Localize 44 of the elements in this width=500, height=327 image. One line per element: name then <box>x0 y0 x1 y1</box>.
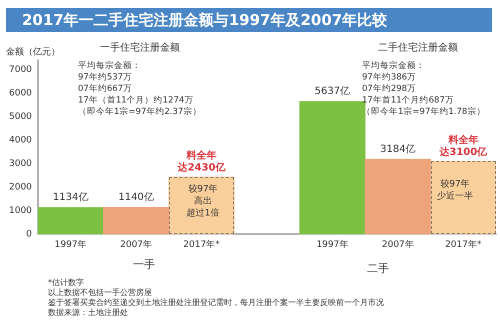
annotation: 17年（首11个月）约1274万 <box>78 94 194 106</box>
annotation: 平均每宗金额： <box>78 60 141 72</box>
annotation: 07年约667万 <box>78 83 132 94</box>
y-tick-label: 4000 <box>9 135 32 146</box>
x-tick-label: 2007年 <box>120 238 152 250</box>
x-tick-label: 2007年 <box>382 238 414 250</box>
annotation: （即今年1宗=97年约1.78宗） <box>362 106 486 118</box>
y-tick-label: 2000 <box>9 182 32 192</box>
data-label: 3184亿 <box>380 144 416 155</box>
text: 鉴于签署买卖合约至递交到土地注册处注册登记需时，每月注册个案一半主要反映前一个月市况 <box>48 298 384 308</box>
x-tick-label: 2017年* <box>183 238 220 250</box>
bar <box>38 207 104 234</box>
y-tick-label: 7000 <box>9 64 32 75</box>
annotation: 料全年达3100亿 <box>438 134 488 158</box>
annotation: 较97年高出超过1倍 <box>186 183 220 218</box>
y-tick-label: 6000 <box>9 88 32 98</box>
chart-title: 2017年一二手住宅注册金额与1997年及2007年比较 <box>6 8 492 32</box>
data-label: 5637亿 <box>314 86 350 98</box>
text: 一手 <box>133 258 155 271</box>
data-label: 1140亿 <box>118 192 154 203</box>
annotation: 料全年达2430亿 <box>176 150 226 174</box>
y-tick-label: 3000 <box>9 158 32 169</box>
annotation: 97年约537万 <box>78 72 132 83</box>
y-tick-label: 5000 <box>9 112 32 122</box>
text: 一手住宅注册金额 <box>100 42 180 54</box>
y-tick-label: 0 <box>26 230 32 240</box>
bar <box>299 101 366 234</box>
annotation: 07年约298万 <box>362 83 416 94</box>
text: 二手 <box>367 262 389 275</box>
data-label: 1134亿 <box>52 192 88 204</box>
annotation: 较97年少近一半 <box>437 178 473 202</box>
text: 以上数据不包括一手公营房屋 <box>48 288 152 298</box>
source-note: 数据来源：土地注册处 <box>48 308 128 318</box>
x-tick-label: 1997年 <box>316 238 348 250</box>
annotation: 17年首11个月约687万 <box>362 94 454 106</box>
text: *估计数字 <box>48 278 84 288</box>
annotation: （即今年1宗=97年约2.37宗） <box>78 106 202 118</box>
x-tick-label: 1997年 <box>54 238 87 250</box>
annotation: 平均每宗金额： <box>362 60 425 72</box>
annotation: 97年约386万 <box>362 72 416 83</box>
x-tick-label: 2017年* <box>445 238 482 250</box>
y-tick-label: 1000 <box>9 206 32 216</box>
y-axis-title: 金额（亿元） <box>6 46 60 58</box>
text: 二手住宅注册金额 <box>378 42 458 54</box>
